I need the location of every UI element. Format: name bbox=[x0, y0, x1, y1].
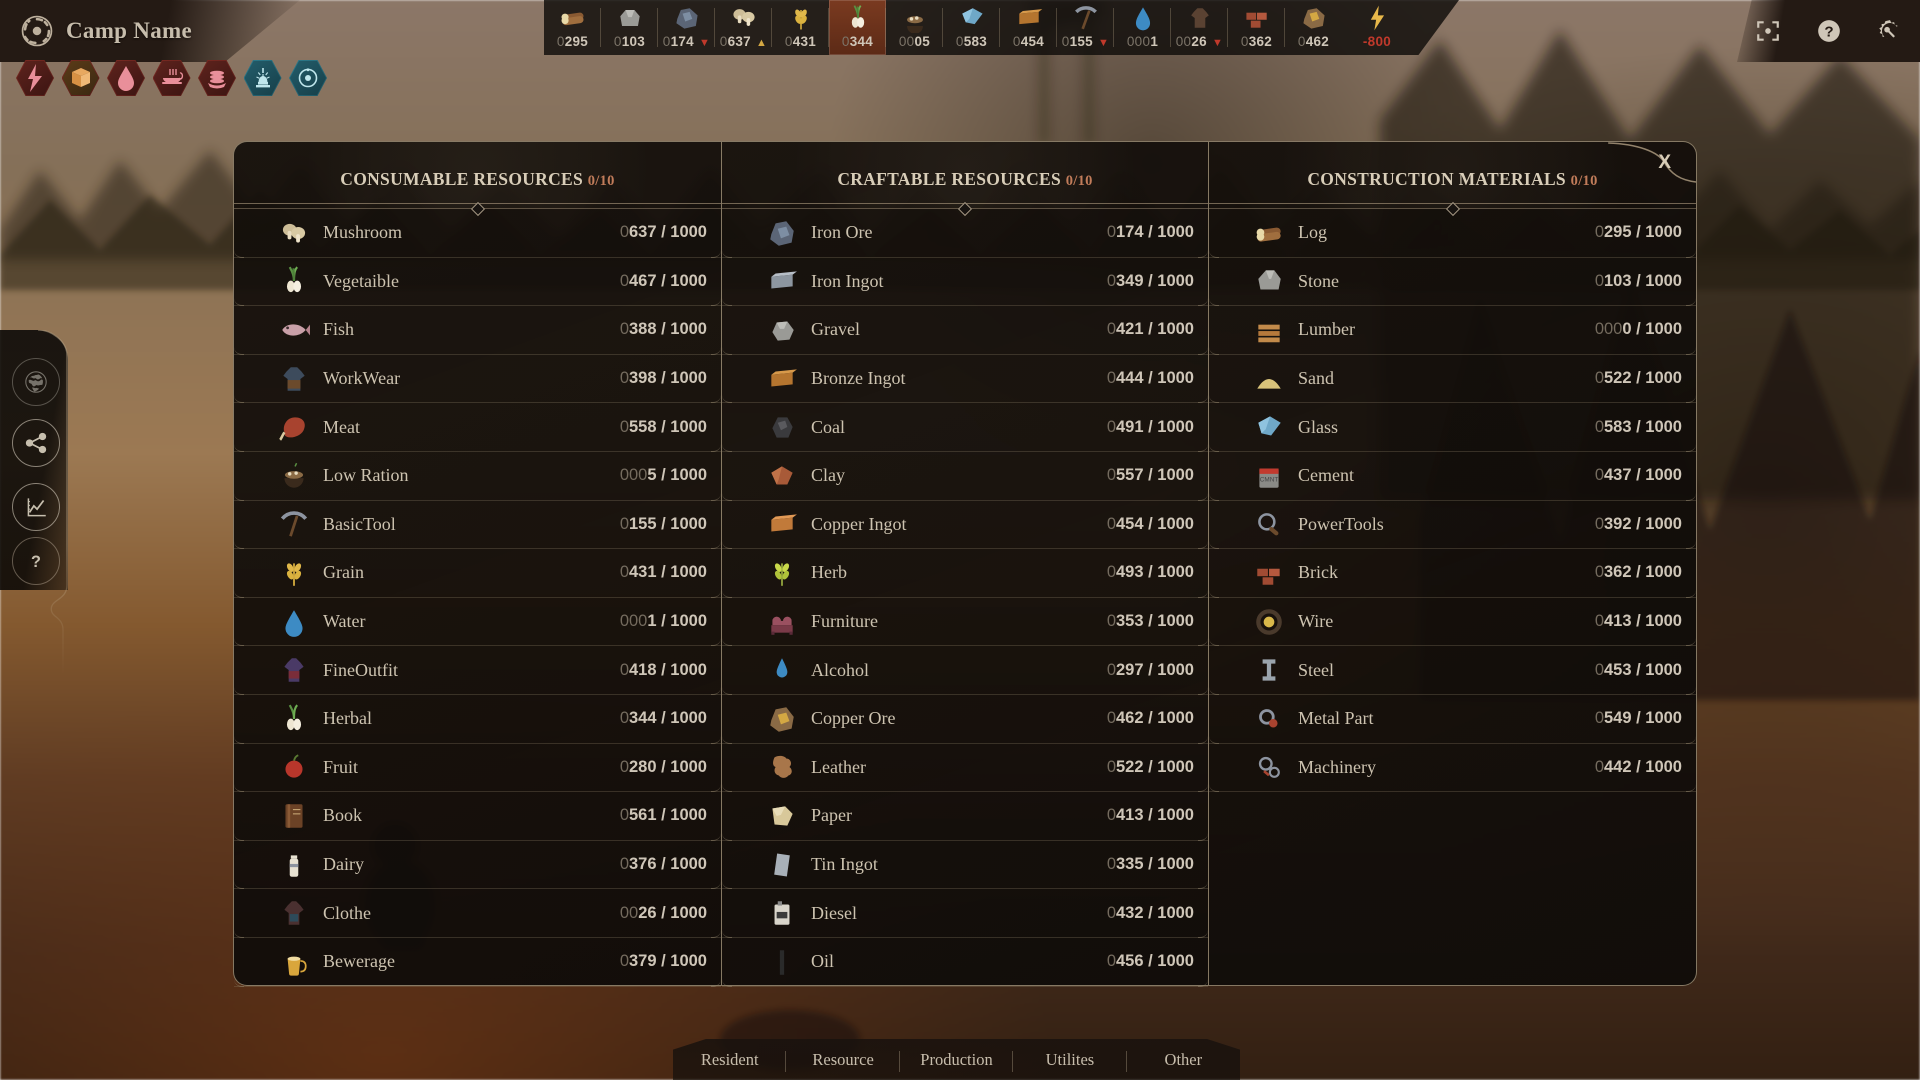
svg-text:?: ? bbox=[31, 553, 41, 571]
svg-text:?: ? bbox=[1824, 23, 1833, 40]
svg-text:CMNT: CMNT bbox=[1260, 476, 1279, 483]
